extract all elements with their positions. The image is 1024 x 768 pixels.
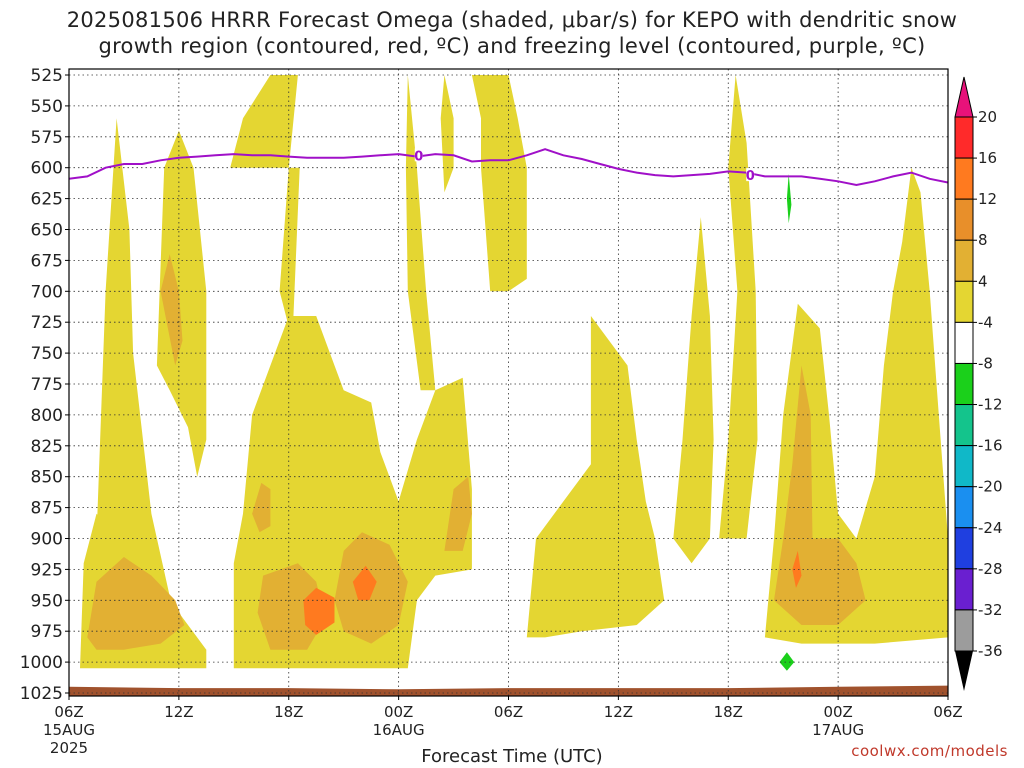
x-tick-date-7: 17AUG — [812, 721, 864, 739]
colorbar-swatch-4 — [954, 280, 974, 323]
y-tick-label-19: 1000 — [20, 653, 63, 673]
y-tick-label-5: 650 — [31, 221, 63, 241]
y-tick-label-14: 875 — [31, 499, 63, 519]
colorbar-label-10: -24 — [978, 519, 1003, 537]
y-tick-label-12: 825 — [31, 437, 63, 457]
colorbar-swatch-1 — [954, 157, 974, 200]
colorbar-label-3: 8 — [978, 231, 988, 249]
colorbar-swatch-13 — [954, 609, 974, 652]
chart-title-line2: growth region (contoured, red, ºC) and f… — [98, 34, 926, 58]
y-tick-label-4: 625 — [31, 190, 63, 210]
omega-region-3 — [230, 75, 300, 341]
colorbar-label-2: 12 — [978, 190, 997, 208]
omega-region-10 — [719, 75, 758, 539]
colorbar-label-0: 20 — [978, 108, 997, 126]
colorbar-label-6: -8 — [978, 354, 993, 372]
x-tick-label-3: 00Z — [384, 703, 413, 721]
x-tick-label-2: 18Z — [274, 703, 303, 721]
x-axis-title: Forecast Time (UTC) — [421, 746, 603, 767]
y-tick-label-20: 1025 — [20, 684, 63, 704]
colorbar-label-9: -20 — [978, 478, 1003, 496]
colorbar-swatch-6 — [954, 362, 974, 406]
x-tick-label-6: 18Z — [714, 703, 743, 721]
y-tick-label-2: 575 — [31, 128, 63, 148]
credit-link[interactable]: coolwx.com/models — [851, 742, 1008, 760]
x-tick-label-5: 12Z — [604, 703, 633, 721]
y-tick-label-8: 725 — [31, 313, 63, 333]
colorbar-swatch-5 — [954, 321, 974, 364]
x-tick-label-0: 06Z — [54, 703, 83, 721]
omega-region-14 — [252, 482, 271, 533]
y-tick-label-3: 600 — [31, 159, 63, 179]
freezing-level-label-1: 0 — [746, 169, 755, 184]
colorbar-label-5: -4 — [978, 313, 993, 331]
colorbar-label-13: -36 — [978, 642, 1003, 660]
omega-region-13 — [160, 254, 183, 366]
colorbar-bottom-arrow — [955, 651, 973, 691]
colorbar-label-4: 4 — [978, 272, 988, 290]
y-tick-label-18: 975 — [31, 622, 63, 642]
omega-region-9 — [673, 217, 714, 564]
y-tick-label-13: 850 — [31, 468, 63, 488]
x-tick-year-0: 2025 — [50, 739, 88, 757]
y-tick-label-11: 800 — [31, 406, 63, 426]
y-tick-label-16: 925 — [31, 560, 63, 580]
x-tick-label-8: 06Z — [933, 703, 962, 721]
colorbar-label-12: -32 — [978, 601, 1003, 619]
omega-region-2 — [156, 130, 207, 477]
omega-region-6 — [440, 75, 454, 193]
y-tick-label-15: 900 — [31, 530, 63, 550]
colorbar-label-1: 16 — [978, 149, 997, 167]
freezing-level-line — [69, 148, 948, 187]
colorbar-swatch-8 — [954, 445, 974, 488]
colorbar-top-arrow — [954, 76, 974, 118]
omega-region-23 — [779, 652, 795, 671]
freezing-label-bg-1 — [746, 168, 755, 182]
y-tick-label-9: 750 — [31, 344, 63, 364]
omega-region-15 — [257, 563, 326, 650]
y-tick-label-1: 550 — [31, 97, 63, 117]
colorbar-swatch-3 — [954, 239, 974, 282]
chart-title-line1: 2025081506 HRRR Forecast Omega (shaded, … — [66, 8, 958, 32]
x-tick-label-4: 06Z — [494, 703, 523, 721]
x-tick-label-7: 00Z — [823, 703, 852, 721]
omega-region-17 — [444, 476, 472, 551]
y-tick-label-17: 950 — [31, 591, 63, 611]
omega-region-19 — [303, 587, 335, 635]
omega-region-21 — [792, 550, 802, 588]
colorbar-swatch-11 — [954, 568, 974, 611]
colorbar-swatch-7 — [954, 404, 974, 447]
omega-region-20 — [352, 565, 377, 601]
omega-region-7 — [471, 75, 527, 292]
omega-region-12 — [87, 557, 185, 650]
y-tick-label-6: 675 — [31, 251, 63, 271]
colorbar-label-7: -12 — [978, 396, 1003, 414]
freezing-level-label-0: 0 — [414, 149, 423, 164]
y-tick-label-10: 775 — [31, 375, 63, 395]
x-tick-date-0: 15AUG — [43, 721, 95, 739]
omega-region-5 — [405, 75, 436, 391]
x-tick-date-3: 16AUG — [373, 721, 425, 739]
colorbar-swatch-2 — [954, 198, 974, 241]
y-tick-label-7: 700 — [31, 282, 63, 302]
colorbar-label-8: -16 — [978, 437, 1003, 455]
y-tick-label-0: 525 — [31, 66, 63, 86]
colorbar-swatch-9 — [954, 486, 974, 529]
freezing-label-bg-0 — [414, 148, 423, 162]
x-tick-label-1: 12Z — [164, 703, 193, 721]
colorbar-swatch-10 — [954, 527, 974, 570]
colorbar-swatch-0 — [954, 116, 974, 159]
colorbar-label-11: -28 — [978, 560, 1003, 578]
